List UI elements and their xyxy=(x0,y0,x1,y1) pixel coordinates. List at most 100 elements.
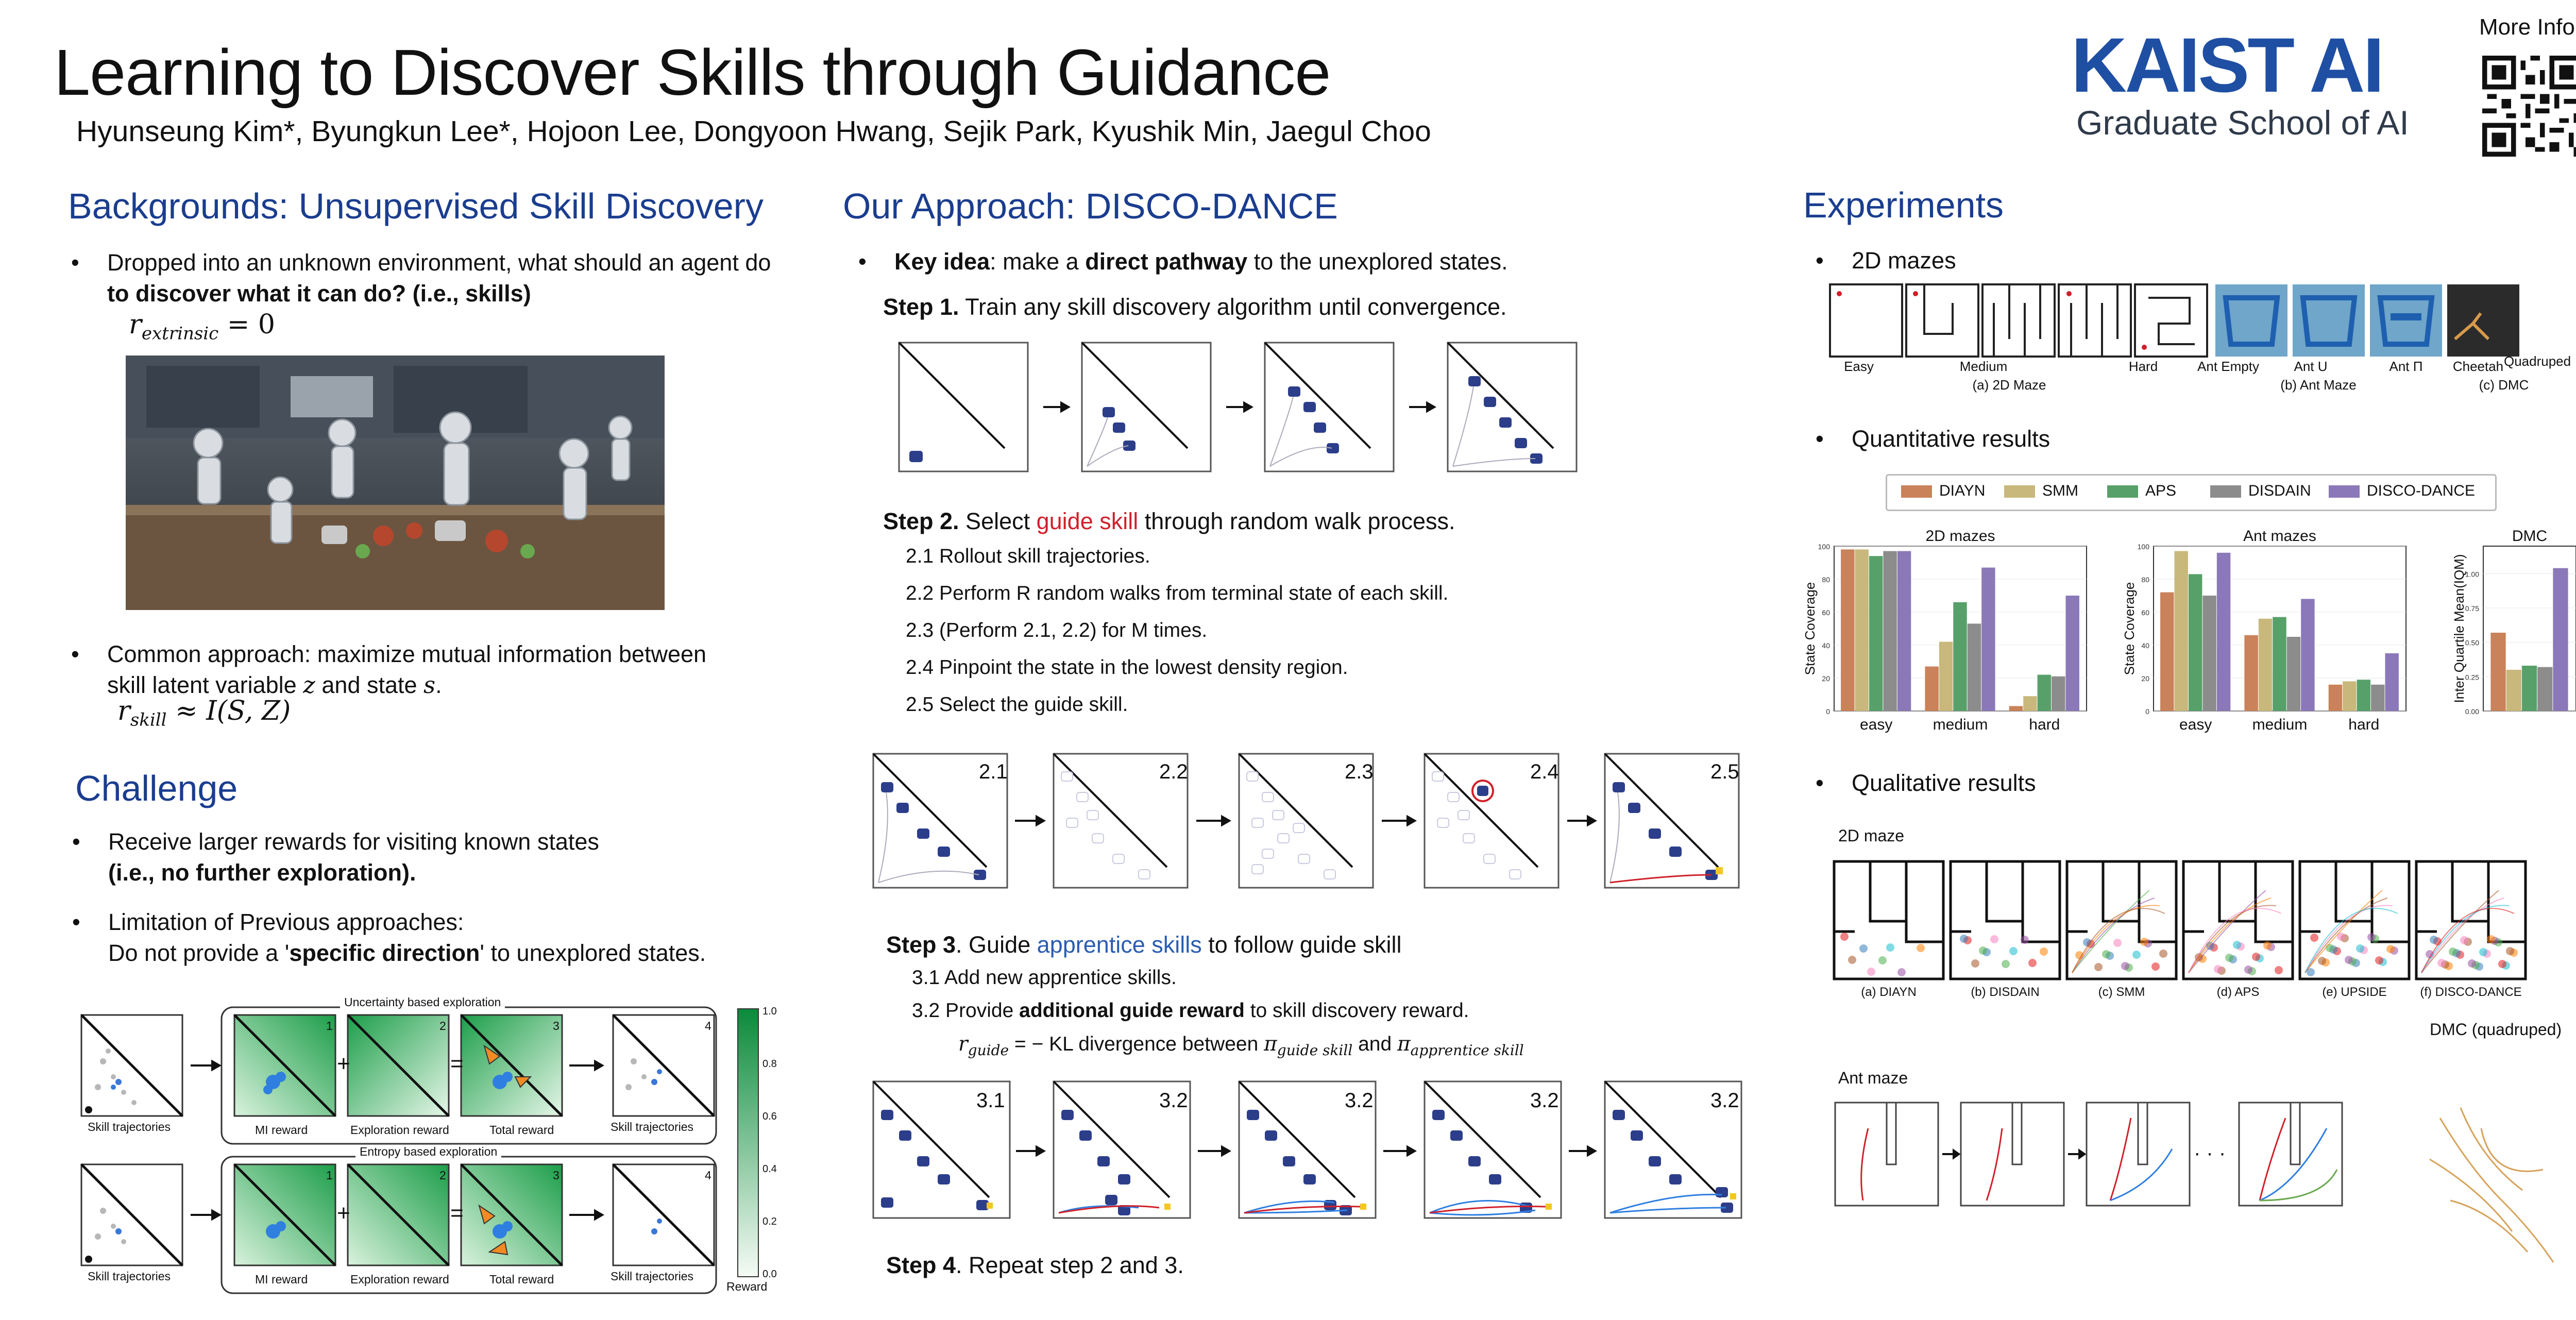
bar xyxy=(1925,666,1939,711)
trajectory-endpoint xyxy=(2318,957,2326,965)
bg2-line1: Common approach: maximize mutual informa… xyxy=(107,641,707,667)
trajectory-endpoint xyxy=(2151,962,2160,971)
trajectory-endpoint xyxy=(1960,935,1968,943)
qualitative-caption: (b) DISDAIN xyxy=(1971,985,2040,999)
step2-text: Step 2. Select guide skill through rando… xyxy=(883,508,1455,534)
label-skill-trajectories: Skill trajectories xyxy=(611,1120,694,1133)
chart-title: Ant mazes xyxy=(2243,528,2316,545)
step4-text: Step 4. Repeat step 2 and 3. xyxy=(886,1252,1184,1278)
bar xyxy=(1967,623,1981,711)
trajectory-line xyxy=(2421,898,2504,973)
bar xyxy=(2174,551,2188,711)
env-easy: Easy xyxy=(1844,359,1874,374)
panel-number: 1 xyxy=(326,1169,333,1182)
bar xyxy=(2258,618,2273,711)
panel-number: 4 xyxy=(705,1019,711,1033)
chart-legend xyxy=(1886,474,2497,511)
legend-label: SMM xyxy=(2042,482,2078,499)
label-skill-trajectories: Skill trajectories xyxy=(88,1120,171,1133)
group-uncertainty-title: Uncertainty based exploration xyxy=(340,995,505,1009)
label-exploration-reward: Exploration reward xyxy=(350,1123,449,1137)
bullet-dot: • xyxy=(1816,247,1824,274)
equation-extrinsic: rextrinsic = 0 xyxy=(129,309,275,344)
colorbar-tick: 0.2 xyxy=(762,1216,777,1227)
bullet-qualitative: • Qualitative results xyxy=(1816,768,2036,799)
x-tick-label: medium xyxy=(2252,716,2308,733)
ant-maze-trajectories-figure xyxy=(1832,1097,2576,1273)
bar xyxy=(2301,599,2315,711)
bar xyxy=(2328,684,2343,711)
caption-2d-maze: (a) 2D Maze xyxy=(1972,377,2046,393)
y-tick-label: 40 xyxy=(1822,641,1830,650)
trajectory-endpoint xyxy=(2140,938,2148,946)
trajectory-endpoint xyxy=(2326,944,2334,952)
bg1-line1: Dropped into an unknown environment, wha… xyxy=(107,249,771,276)
bullet-dot: • xyxy=(72,909,80,935)
trajectory-endpoint xyxy=(2498,960,2506,968)
bar xyxy=(1855,549,1869,711)
caption-dmc: (c) DMC xyxy=(2479,377,2529,393)
qr-code-icon[interactable] xyxy=(2482,56,2576,157)
y-tick-label: 80 xyxy=(1822,576,1830,584)
label-skill-trajectories: Skill trajectories xyxy=(88,1270,171,1283)
trajectory-endpoint xyxy=(2233,941,2241,949)
bar xyxy=(2273,617,2286,711)
trajectory-endpoint xyxy=(2310,934,2318,942)
trajectory-endpoint xyxy=(2159,950,2167,958)
step-2-5: 2.5 Select the guide skill. xyxy=(906,693,1128,716)
panel-number: 3.2 xyxy=(1345,1089,1374,1112)
trajectory-line xyxy=(2188,905,2277,973)
env-hard: Hard xyxy=(2128,359,2158,374)
trajectory-endpoint xyxy=(2437,959,2446,967)
trajectory-endpoint xyxy=(2113,939,2122,947)
bullet-dot: • xyxy=(72,828,80,855)
trajectory-endpoint xyxy=(2367,933,2376,941)
bar xyxy=(1981,567,1995,711)
trajectory-endpoint xyxy=(2094,963,2103,971)
colorbar-tick: 1.0 xyxy=(762,1006,777,1017)
bar xyxy=(2065,596,2079,711)
label-skill-trajectories: Skill trajectories xyxy=(611,1270,694,1283)
ch2-line2: Do not provide a 'specific direction' to… xyxy=(108,940,706,966)
trajectory-endpoint xyxy=(2002,960,2010,968)
panel-number: 3.2 xyxy=(1530,1089,1559,1112)
trajectory-line xyxy=(2304,890,2383,973)
trajectory-endpoint xyxy=(2468,959,2476,968)
x-tick-label: easy xyxy=(2179,716,2212,733)
maze-wall xyxy=(2300,861,2409,943)
bar xyxy=(2286,637,2301,711)
qualitative-ant-label: Ant maze xyxy=(1838,1069,1908,1087)
y-tick-label: 40 xyxy=(2141,641,2149,650)
y-tick-label: 60 xyxy=(2141,608,2149,617)
bullet-challenge-2: • Limitation of Previous approaches: Do … xyxy=(72,907,706,969)
bar xyxy=(2023,696,2037,711)
x-tick-label: medium xyxy=(1933,716,1988,733)
maze-wall xyxy=(2067,861,2176,943)
bullet-background-1: • Dropped into an unknown environment, w… xyxy=(71,247,771,309)
panel-number: 3 xyxy=(553,1169,560,1182)
y-tick-label: 20 xyxy=(2141,674,2149,683)
bar xyxy=(2188,574,2202,711)
ch1-line1: Receive larger rewards for visiting know… xyxy=(108,828,599,855)
chart-title: 2D mazes xyxy=(1925,528,1995,545)
legend-swatch xyxy=(2210,485,2241,498)
panel-number: 2 xyxy=(439,1169,446,1182)
trajectory-line xyxy=(2421,890,2499,973)
approach-heading: Our Approach: DISCO-DANCE xyxy=(843,186,1338,226)
qualitative-caption: (d) APS xyxy=(2216,985,2260,999)
bar xyxy=(2160,592,2174,711)
equals-operator: = xyxy=(450,1200,464,1226)
bar xyxy=(2202,596,2216,711)
bar xyxy=(2506,670,2521,711)
panel-number: 2.1 xyxy=(979,760,1008,783)
y-tick-label: 0 xyxy=(2145,707,2149,716)
bar xyxy=(1841,549,1855,711)
environments-figure xyxy=(1829,282,2519,360)
equation-skill-reward: rskill ≈ I(S, Z) xyxy=(117,696,291,731)
y-axis-label: State Coverage xyxy=(2122,582,2137,675)
kaist-ai-subtitle: Graduate School of AI xyxy=(2076,104,2409,142)
trajectory-endpoint xyxy=(2430,936,2438,944)
legend-swatch xyxy=(1901,485,1932,498)
trajectory-endpoint xyxy=(2449,947,2457,956)
trajectory-line xyxy=(2072,898,2155,973)
